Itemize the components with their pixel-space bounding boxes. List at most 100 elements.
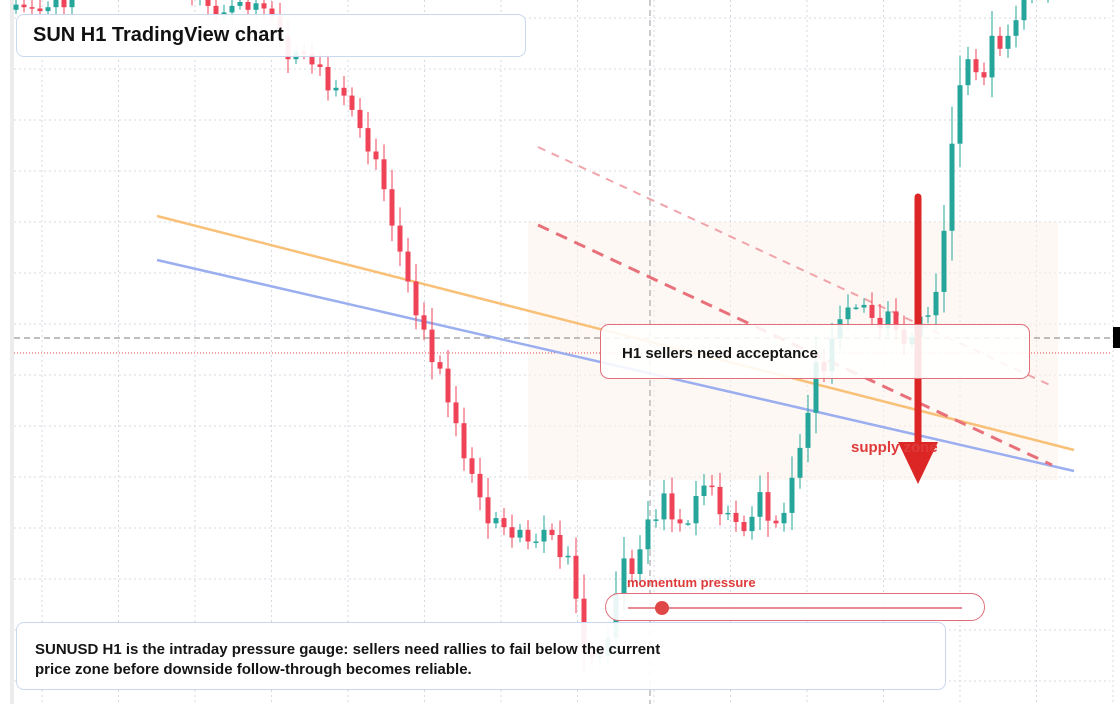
candle-bull: [693, 496, 699, 524]
candle-bull: [237, 2, 243, 6]
candle-bull: [221, 12, 227, 15]
candle-bull: [637, 549, 643, 574]
candle-bear: [869, 304, 875, 318]
candle-bear: [549, 529, 555, 535]
candle-bull: [45, 7, 51, 12]
sellers-callout: H1 sellers need acceptance: [600, 324, 1030, 379]
candle-bear: [365, 128, 371, 152]
candle-bear: [453, 402, 459, 424]
candle-bear: [389, 189, 395, 226]
candle-bull: [933, 291, 939, 316]
candle-bear: [629, 558, 635, 574]
candle-bear: [557, 535, 563, 558]
candle-bull: [965, 59, 971, 86]
candle-bull: [989, 35, 995, 78]
candle-bear: [381, 159, 387, 190]
candle-bear: [765, 492, 771, 521]
candle-bull: [653, 519, 659, 521]
candle-bull: [565, 555, 571, 558]
candle-bull: [69, 0, 75, 8]
candle-bear: [421, 315, 427, 330]
candle-bear: [61, 0, 67, 8]
candle-bull: [541, 529, 547, 542]
candle-bull: [853, 307, 859, 309]
candle-bear: [437, 362, 443, 369]
slider-knob-icon[interactable]: [654, 601, 669, 615]
candle-bear: [997, 35, 1003, 49]
candle-bull: [797, 447, 803, 478]
chart-left-edge: [10, 0, 14, 704]
candle-bear: [877, 317, 883, 329]
candle-bull: [941, 230, 947, 292]
candle-bear: [37, 8, 43, 12]
momentum-track-line: [628, 607, 962, 609]
candle-bear: [501, 518, 507, 528]
candle-bull: [805, 412, 811, 448]
candle-bear: [397, 225, 403, 252]
candle-bear: [973, 59, 979, 73]
candle-bear: [981, 72, 987, 78]
candle-bull: [661, 493, 667, 520]
candle-bear: [477, 473, 483, 498]
momentum-label: momentum pressure: [627, 575, 756, 590]
candle-bear: [325, 67, 331, 91]
candle-bear: [573, 555, 579, 599]
chart-title: SUN H1 TradingView chart: [16, 14, 526, 57]
candle-bull: [861, 304, 867, 308]
supply-zone-label: supply zone: [851, 439, 938, 456]
candle-bear: [205, 0, 211, 6]
candle-bull: [781, 512, 787, 524]
candle-bull: [845, 307, 851, 320]
candle-bear: [445, 368, 451, 403]
candle-bull: [1013, 20, 1019, 36]
candle-bear: [29, 7, 35, 9]
candle-bear: [469, 458, 475, 474]
candle-bear: [485, 497, 491, 524]
candle-bull: [885, 311, 891, 329]
candle-bear: [773, 520, 779, 524]
caption-line-2: price zone before downside follow-throug…: [35, 661, 472, 678]
candle-bull: [493, 518, 499, 524]
down-arrow-icon: [898, 442, 938, 484]
candle-bear: [525, 529, 531, 542]
candle-bear: [733, 512, 739, 522]
candle-bear: [413, 281, 419, 316]
candle-bear: [357, 109, 363, 129]
candle-bull: [789, 477, 795, 513]
candle-bear: [709, 485, 715, 488]
candle-bull: [253, 3, 259, 10]
candle-bull: [645, 519, 651, 550]
momentum-slider[interactable]: [605, 593, 985, 621]
candle-bear: [21, 4, 27, 8]
candle-bull: [701, 485, 707, 496]
candle-bear: [429, 329, 435, 363]
candle-bear: [669, 493, 675, 520]
price-scale-marker: [1113, 327, 1120, 348]
candle-bull: [517, 529, 523, 538]
candle-bear: [373, 151, 379, 160]
candle-bull: [533, 541, 539, 543]
candle-bear: [717, 486, 723, 515]
caption-line-1: SUNUSD H1 is the intraday pressure gauge…: [35, 641, 661, 658]
caption: SUNUSD H1 is the intraday pressure gauge…: [16, 622, 946, 690]
candle-bear: [509, 527, 515, 538]
candle-bull: [813, 362, 819, 413]
candle-bear: [317, 64, 323, 67]
candle-bear: [405, 251, 411, 282]
candle-bear: [261, 3, 267, 9]
candle-bear: [741, 522, 747, 532]
candle-bull: [333, 87, 339, 91]
candle-bull: [685, 523, 691, 525]
candle-bear: [893, 311, 899, 330]
candle-bull: [53, 0, 59, 8]
candle-bull: [949, 143, 955, 231]
candle-bull: [1021, 0, 1027, 21]
candle-bear: [349, 95, 355, 110]
candle-bull: [1005, 35, 1011, 49]
candle-bull: [957, 85, 963, 144]
candle-bear: [461, 423, 467, 459]
candle-bull: [13, 4, 19, 10]
candle-bear: [677, 519, 683, 524]
candle-bear: [269, 8, 275, 17]
candle-bull: [621, 558, 627, 594]
